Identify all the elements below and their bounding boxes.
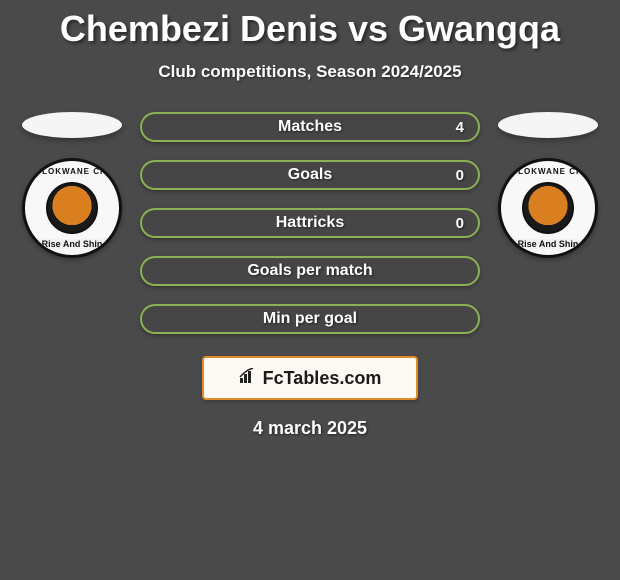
- stats-column: Matches 4 Goals 0 Hattricks 0 Goals per match M…: [140, 112, 480, 334]
- date-label: 4 march 2025: [0, 418, 620, 439]
- badge-bottom-text: Rise And Shin: [514, 239, 583, 249]
- stat-value: 0: [456, 215, 464, 232]
- stat-label: Matches: [278, 118, 342, 136]
- badge-inner-icon: [522, 182, 574, 234]
- branding-text: FcTables.com: [263, 368, 382, 389]
- club-badge-right: POLOKWANE CITY Rise And Shin: [498, 158, 598, 258]
- stat-bar: Goals 0: [140, 160, 480, 190]
- stat-value: 4: [456, 119, 464, 136]
- comparison-card: Chembezi Denis vs Gwangqa Club competiti…: [0, 0, 620, 439]
- stat-bar: Goals per match: [140, 256, 480, 286]
- page-title: Chembezi Denis vs Gwangqa: [0, 8, 620, 50]
- stat-bar: Hattricks 0: [140, 208, 480, 238]
- stat-label: Goals: [288, 166, 332, 184]
- stat-value: 0: [456, 167, 464, 184]
- page-subtitle: Club competitions, Season 2024/2025: [0, 62, 620, 82]
- player-left-oval: [22, 112, 122, 138]
- stat-bar: Matches 4: [140, 112, 480, 142]
- player-right-column: POLOKWANE CITY Rise And Shin: [498, 112, 598, 258]
- badge-inner-icon: [46, 182, 98, 234]
- player-right-oval: [498, 112, 598, 138]
- badge-bottom-text: Rise And Shin: [38, 239, 107, 249]
- badge-top-text: POLOKWANE CITY: [505, 167, 592, 176]
- branding-box[interactable]: FcTables.com: [202, 356, 418, 400]
- player-left-column: POLOKWANE CITY Rise And Shin: [22, 112, 122, 258]
- stat-label: Min per goal: [263, 310, 357, 328]
- stat-label: Hattricks: [276, 214, 344, 232]
- club-badge-left: POLOKWANE CITY Rise And Shin: [22, 158, 122, 258]
- badge-top-text: POLOKWANE CITY: [29, 167, 116, 176]
- stat-bar: Min per goal: [140, 304, 480, 334]
- bar-chart-icon: [239, 368, 257, 389]
- stat-label: Goals per match: [247, 262, 372, 280]
- main-row: POLOKWANE CITY Rise And Shin Matches 4 Goa…: [0, 112, 620, 334]
